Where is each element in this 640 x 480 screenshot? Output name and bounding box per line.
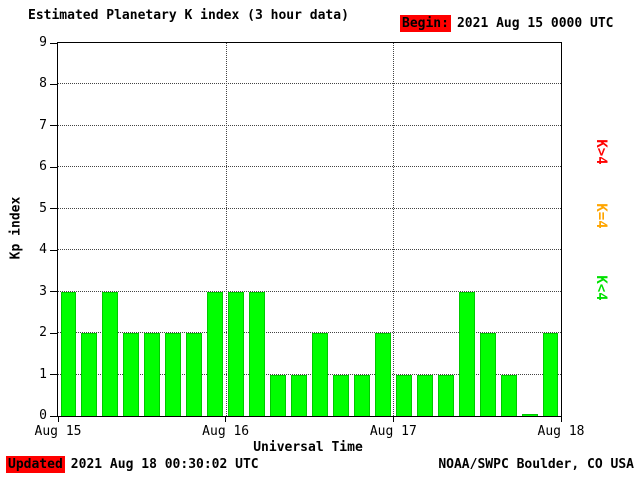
gridline-horizontal	[58, 249, 561, 251]
kp-bar	[416, 374, 433, 416]
begin-label: Begin:	[400, 15, 451, 32]
x-tick-mark	[225, 417, 227, 422]
kp-bar	[332, 374, 349, 416]
begin-line: Begin: 2021 Aug 15 0000 UTC	[400, 15, 614, 32]
gridline-horizontal	[58, 166, 561, 168]
y-tick-mark	[50, 83, 57, 85]
gridline-horizontal	[58, 290, 561, 292]
kp-bar	[228, 291, 245, 416]
x-tick-label: Aug 16	[202, 424, 250, 439]
y-tick-label: 1	[39, 366, 47, 382]
y-tick-mark	[50, 166, 57, 168]
chart-title: Estimated Planetary K index (3 hour data…	[28, 8, 349, 23]
y-tick-label: 8	[39, 76, 47, 92]
y-tick-label: 7	[39, 117, 47, 133]
kp-bar	[458, 291, 475, 416]
kp-bar	[437, 374, 454, 416]
kp-bar	[81, 333, 98, 416]
x-tick-label: Aug 18	[537, 424, 585, 439]
y-tick-label: 9	[39, 35, 47, 50]
y-tick-mark	[50, 415, 57, 417]
gridline-horizontal	[58, 373, 561, 375]
gridline-horizontal	[58, 124, 561, 126]
x-tick-mark	[560, 417, 562, 422]
kp-bar	[291, 374, 307, 416]
legend-k-eq-4: K=4	[593, 203, 609, 229]
x-tick-mark	[392, 417, 394, 422]
x-axis-title: Universal Time	[253, 440, 363, 455]
legend-k-gt-4: K>4	[593, 139, 609, 165]
y-tick-mark	[50, 374, 57, 376]
y-tick-mark	[50, 291, 57, 293]
y-tick-label: 0	[39, 408, 47, 423]
kp-bar	[60, 291, 77, 416]
x-tick-label: Aug 15	[34, 424, 82, 439]
x-tick-label: Aug 17	[369, 424, 417, 439]
kp-bar	[249, 291, 266, 416]
gridline-vertical	[393, 43, 395, 416]
y-tick-mark	[50, 125, 57, 127]
y-tick-mark	[50, 208, 57, 210]
x-tick-mark	[57, 417, 59, 422]
y-tick-label: 3	[39, 283, 47, 299]
kp-bar	[186, 333, 203, 416]
kp-bar	[521, 414, 538, 416]
gridline-horizontal	[58, 332, 561, 334]
kp-bar	[479, 333, 496, 416]
kp-bar	[207, 291, 224, 416]
y-axis-title: Kp index	[8, 196, 24, 260]
kp-bar	[542, 333, 559, 416]
credit-text: NOAA/SWPC Boulder, CO USA	[438, 457, 634, 472]
kp-bar	[500, 374, 517, 416]
begin-value: 2021 Aug 15 0000 UTC	[456, 16, 614, 31]
y-tick-mark	[50, 42, 57, 44]
kp-bar	[144, 333, 161, 416]
y-tick-mark	[50, 332, 57, 334]
kp-bar	[123, 333, 140, 416]
kp-bar	[374, 333, 391, 416]
updated-line: Updated 2021 Aug 18 00:30:02 UTC	[6, 456, 259, 473]
y-tick-mark	[50, 249, 57, 251]
y-tick-label: 2	[39, 325, 47, 341]
updated-label: Updated	[6, 456, 65, 473]
kp-bar	[270, 374, 287, 416]
plot-area	[57, 42, 562, 417]
kp-bar	[165, 333, 182, 416]
gridline-vertical	[225, 43, 227, 416]
kp-bar	[353, 374, 370, 416]
kp-bar	[102, 291, 119, 416]
gridline-horizontal	[58, 207, 561, 209]
legend-k-lt-4: K<4	[593, 275, 609, 301]
y-tick-label: 6	[39, 159, 47, 175]
updated-value: 2021 Aug 18 00:30:02 UTC	[70, 457, 259, 472]
gridline-horizontal	[58, 83, 561, 85]
kp-bar	[312, 333, 328, 416]
kp-bar	[395, 374, 412, 416]
